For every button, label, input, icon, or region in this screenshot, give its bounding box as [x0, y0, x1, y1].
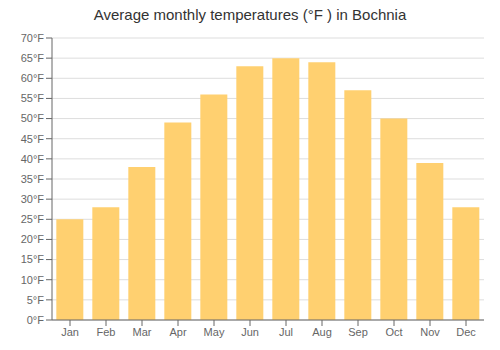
svg-text:60°F: 60°F — [21, 72, 45, 84]
svg-text:Oct: Oct — [385, 326, 402, 338]
svg-text:55°F: 55°F — [21, 92, 45, 104]
svg-text:65°F: 65°F — [21, 52, 45, 64]
svg-text:Feb: Feb — [97, 326, 116, 338]
svg-text:May: May — [204, 326, 225, 338]
svg-text:Dec: Dec — [456, 326, 476, 338]
svg-text:5°F: 5°F — [27, 294, 45, 306]
svg-text:45°F: 45°F — [21, 133, 45, 145]
svg-text:35°F: 35°F — [21, 173, 45, 185]
svg-text:20°F: 20°F — [21, 233, 45, 245]
svg-text:Jun: Jun — [241, 326, 259, 338]
svg-text:Nov: Nov — [420, 326, 440, 338]
svg-text:0°F: 0°F — [27, 314, 45, 326]
svg-text:Apr: Apr — [169, 326, 186, 338]
svg-text:Jul: Jul — [279, 326, 293, 338]
svg-text:Aug: Aug — [312, 326, 332, 338]
svg-text:30°F: 30°F — [21, 193, 45, 205]
svg-text:40°F: 40°F — [21, 153, 45, 165]
svg-text:15°F: 15°F — [21, 253, 45, 265]
svg-text:Jan: Jan — [61, 326, 79, 338]
svg-text:Sep: Sep — [348, 326, 368, 338]
svg-text:70°F: 70°F — [21, 32, 45, 44]
svg-text:25°F: 25°F — [21, 213, 45, 225]
svg-text:10°F: 10°F — [21, 274, 45, 286]
html-text:Average monthly temperatures (: Average monthly temperatures (°F ) in Bo… — [93, 6, 407, 23]
svg-text:50°F: 50°F — [21, 112, 45, 124]
svg-text:Mar: Mar — [133, 326, 152, 338]
